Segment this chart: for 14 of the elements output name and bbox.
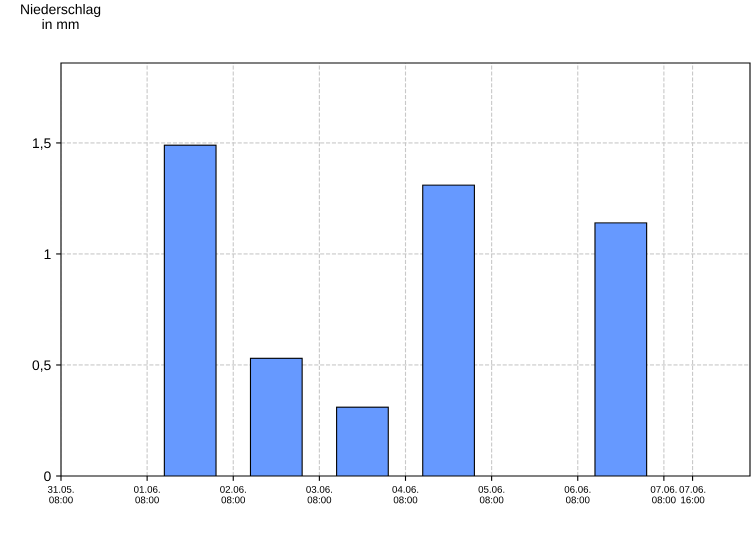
x-tick-label: 31.05. 08:00 — [48, 486, 74, 504]
y-axis-title: Niederschlag in mm — [21, 4, 100, 30]
y-tick-label: 1 — [44, 249, 51, 259]
x-tick-label: 07.06. 16:00 — [679, 486, 706, 504]
x-tick-label: 06.06. 08:00 — [564, 486, 590, 504]
y-tick-label: 0 — [44, 471, 51, 482]
x-tick-label: 03.06. 08:00 — [306, 486, 332, 504]
y-tick-label: 1,5 — [33, 138, 51, 150]
x-tick-label: 07.06. 08:00 — [650, 486, 677, 504]
x-tick-label: 01.06. 08:00 — [134, 486, 160, 504]
x-tick-label: 05.06. 08:00 — [478, 486, 504, 504]
y-tick-label: 0,5 — [32, 360, 51, 372]
x-tick-label: 04.06. 08:00 — [392, 486, 418, 504]
x-tick-label: 02.06. 08:00 — [220, 486, 246, 504]
